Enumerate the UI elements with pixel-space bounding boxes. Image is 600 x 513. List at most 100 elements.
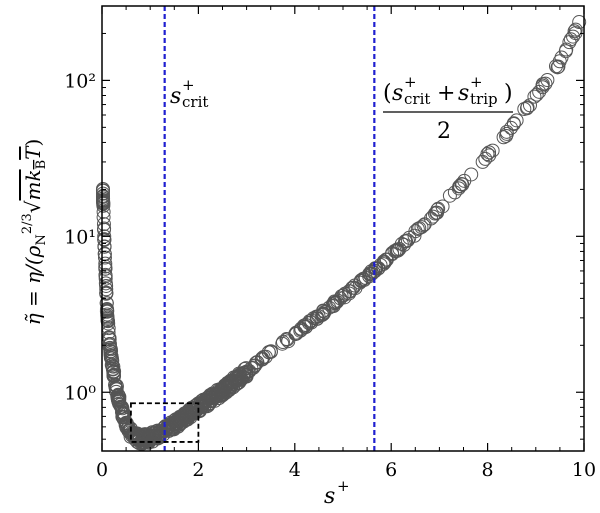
data-point [115,401,130,416]
x-tick-label: 8 [482,459,494,481]
data-point [95,186,110,201]
data-point [289,326,304,341]
data-point [327,296,342,311]
x-tick-label: 0 [96,459,108,481]
zoom-box [130,402,200,443]
data-point [95,183,110,198]
data-point [100,303,115,318]
data-point [328,295,343,310]
data-point [425,209,440,224]
data-point [99,278,114,293]
data-point [106,365,121,380]
data-point [485,143,500,158]
data-point [137,427,152,442]
data-point [362,266,377,281]
data-point [482,145,497,160]
data-point [407,228,422,243]
data-point [567,24,582,39]
data-point [346,280,361,295]
annotation-s-mid: ( s + crit + s + trip ) 2 [383,73,513,144]
data-point [241,365,256,380]
data-point [100,311,115,326]
data-point [475,154,490,169]
data-point [522,98,537,113]
data-point [509,113,524,128]
data-point [215,387,230,402]
data-point [217,380,232,395]
data-point [97,229,112,244]
y-axis-label: η̃ = η/(ρN2/3√mkBT) [20,139,49,326]
data-point [121,419,136,434]
data-point [223,374,238,389]
svg-text:s: s [170,84,181,109]
data-point [166,417,181,432]
data-point [215,382,230,397]
data-point [177,407,192,422]
svg-text:crit: crit [404,90,430,108]
data-point [96,195,111,210]
x-tick-label: 4 [289,459,301,481]
data-point [229,375,244,390]
data-point [242,364,257,379]
data-point [255,351,270,366]
data-point [114,399,129,414]
data-point [455,177,470,192]
annotation-s-crit: s + crit [170,76,208,111]
svg-text:+: + [404,73,417,91]
data-point [464,167,479,182]
x-axis-label: s + [324,477,350,509]
svg-text:+: + [337,477,350,495]
data-point [112,389,127,404]
data-point [97,239,112,254]
data-point [552,54,567,69]
plot-frame [101,5,585,452]
svg-text:s: s [324,484,335,509]
data-point [399,234,414,249]
data-point [519,101,534,116]
data-point [109,378,124,393]
data-point [304,315,319,330]
y-tick-label: 10¹ [64,226,96,248]
data-point [454,176,469,191]
data-point [281,334,296,349]
data-point [112,397,127,412]
data-point [379,252,394,267]
svg-text:+: + [470,73,483,91]
data-point [96,217,111,232]
data-point [144,425,159,440]
svg-text:+: + [182,76,195,94]
data-point [109,382,124,397]
data-point [550,60,565,75]
data-point [299,319,314,334]
svg-text:s: s [392,81,403,106]
data-point [414,220,429,235]
data-point [572,15,587,30]
data-point [568,22,583,37]
zoom-rectangle [130,402,200,443]
data-point [178,406,193,421]
data-point [529,87,544,102]
data-point [205,386,220,401]
data-point [115,409,130,424]
svg-text:trip: trip [470,90,498,108]
data-point [410,221,425,236]
data-point [566,29,581,44]
data-point [316,306,331,321]
data-point [559,42,574,57]
svg-text:crit: crit [182,93,208,111]
data-point [99,286,114,301]
data-point [316,303,331,318]
svg-text:): ) [504,81,513,106]
x-tick-label: 10 [572,459,596,481]
data-point [96,210,111,225]
data-point [165,422,180,437]
data-point [96,198,111,213]
data-point [97,232,112,247]
data-point [453,179,468,194]
svg-text:s: s [458,81,469,106]
data-point [430,205,445,220]
y-tick-label: 10² [64,70,96,92]
svg-text:(: ( [383,81,392,106]
data-point [478,151,493,166]
